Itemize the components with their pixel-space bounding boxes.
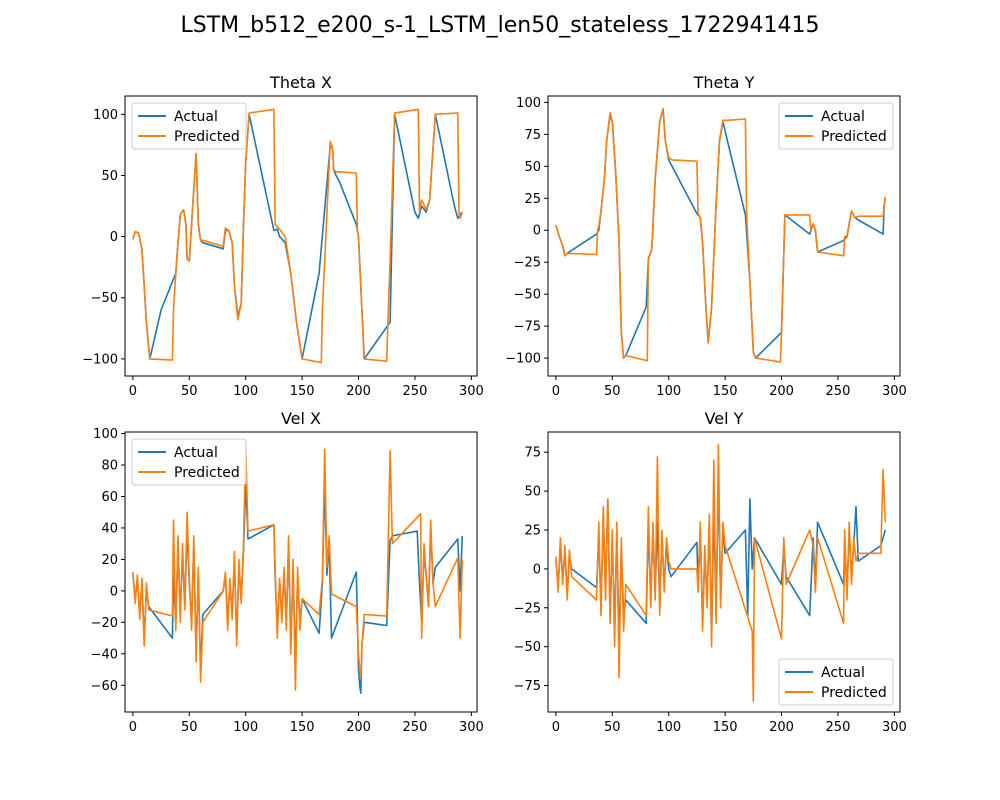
y-tick-label: −20 (91, 616, 118, 631)
y-tick-label: 50 (101, 169, 118, 184)
y-tick-label: 50 (524, 485, 541, 500)
y-tick-label: 40 (101, 521, 118, 536)
legend: Actual Predicted (131, 102, 247, 150)
x-tick-label: 300 (882, 384, 907, 399)
x-tick-label: 300 (459, 384, 484, 399)
subplot-title: Vel Y (705, 409, 744, 428)
x-tick-label: 200 (769, 720, 794, 735)
legend-label: Actual (821, 109, 865, 125)
x-tick-label: 0 (552, 720, 560, 735)
y-tick-label: −60 (91, 679, 118, 694)
x-tick-label: 300 (459, 720, 484, 735)
subplot-title: Vel X (281, 409, 321, 428)
legend-box (131, 102, 247, 150)
x-tick-label: 250 (403, 384, 428, 399)
x-tick-label: 100 (233, 720, 258, 735)
legend: Actual Predicted (778, 102, 894, 150)
legend-label: Predicted (174, 465, 240, 481)
x-tick-label: 50 (181, 720, 198, 735)
x-tick-label: 0 (129, 384, 137, 399)
y-tick-label: −100 (505, 352, 541, 367)
series-line-predicted (132, 108, 464, 364)
x-tick-label: 300 (882, 720, 907, 735)
axes-frame (547, 95, 901, 377)
legend: Actual Predicted (131, 438, 247, 486)
y-tick-label: 75 (524, 128, 541, 143)
y-tick-label: −50 (514, 288, 541, 303)
series-line-predicted (555, 443, 887, 702)
x-tick-label: 200 (346, 720, 371, 735)
legend-label: Actual (174, 445, 218, 461)
x-tick-label: 150 (290, 384, 315, 399)
x-tick-label: 50 (181, 384, 198, 399)
subplot-title: Theta Y (693, 73, 755, 92)
legend-label: Predicted (821, 129, 887, 145)
y-tick-label: 100 (93, 108, 118, 123)
axes-frame (124, 431, 478, 713)
y-tick-label: 100 (516, 96, 541, 111)
legend-label: Predicted (821, 685, 887, 701)
legend-box (131, 438, 247, 486)
x-tick-label: 250 (403, 720, 428, 735)
series-group (555, 108, 887, 363)
x-tick-label: 0 (552, 384, 560, 399)
y-tick-label: −50 (514, 640, 541, 655)
y-tick-label: 80 (101, 459, 118, 474)
x-tick-label: 250 (826, 720, 851, 735)
x-tick-label: 250 (826, 384, 851, 399)
y-tick-label: −50 (91, 291, 118, 306)
y-tick-label: 60 (101, 490, 118, 505)
legend-box (778, 102, 894, 150)
x-tick-label: 100 (233, 384, 258, 399)
axes-frame (547, 431, 901, 713)
figure-title: LSTM_b512_e200_s-1_LSTM_len50_stateless_… (180, 13, 819, 38)
legend-label: Actual (174, 109, 218, 125)
x-tick-label: 150 (713, 720, 738, 735)
series-group (132, 108, 464, 364)
x-tick-label: 100 (656, 720, 681, 735)
y-tick-label: −75 (514, 679, 541, 694)
y-tick-label: 0 (533, 224, 541, 239)
axes-frame (124, 95, 478, 377)
subplot-title: Theta X (269, 73, 332, 92)
y-tick-label: 0 (110, 230, 118, 245)
x-tick-label: 150 (290, 720, 315, 735)
legend: Actual Predicted (778, 658, 894, 706)
series-line-actual (132, 113, 463, 360)
y-tick-label: 50 (524, 160, 541, 175)
y-tick-label: 75 (524, 446, 541, 461)
y-tick-label: 25 (524, 192, 541, 207)
series-line-predicted (555, 108, 887, 363)
x-tick-label: 200 (769, 384, 794, 399)
subplot-3: Vel X 0 50 100 150 200 250 300 −60 −40 −20 0 20 40 60 8… (91, 409, 484, 735)
y-tick-label: −75 (514, 320, 541, 335)
series-group (555, 443, 887, 702)
legend-label: Actual (821, 665, 865, 681)
x-tick-label: 150 (713, 384, 738, 399)
x-tick-label: 100 (656, 384, 681, 399)
series-group (132, 443, 464, 694)
y-tick-label: −40 (91, 647, 118, 662)
x-tick-label: 50 (604, 720, 621, 735)
x-tick-label: 200 (346, 384, 371, 399)
y-tick-label: −25 (514, 256, 541, 271)
legend-box (778, 658, 894, 706)
subplot-1: Theta X 0 50 100 150 200 250 300 −100 −50 0 50 100 Ac… (82, 73, 483, 399)
x-tick-label: 0 (129, 720, 137, 735)
y-tick-label: 20 (101, 553, 118, 568)
y-tick-label: 25 (524, 524, 541, 539)
series-line-predicted (132, 443, 464, 691)
y-tick-label: 0 (110, 584, 118, 599)
subplot-2: Theta Y 0 50 100 150 200 250 300 −100 −75 −50 −25 0 2… (505, 73, 906, 399)
y-tick-label: 0 (533, 562, 541, 577)
y-tick-label: −25 (514, 601, 541, 616)
y-tick-label: 100 (93, 427, 118, 442)
x-tick-label: 50 (604, 384, 621, 399)
y-tick-label: −100 (82, 352, 118, 367)
subplot-4: Vel Y 0 50 100 150 200 250 300 −75 −50 −25 0 25 50 75 A… (514, 409, 907, 735)
legend-label: Predicted (174, 129, 240, 145)
